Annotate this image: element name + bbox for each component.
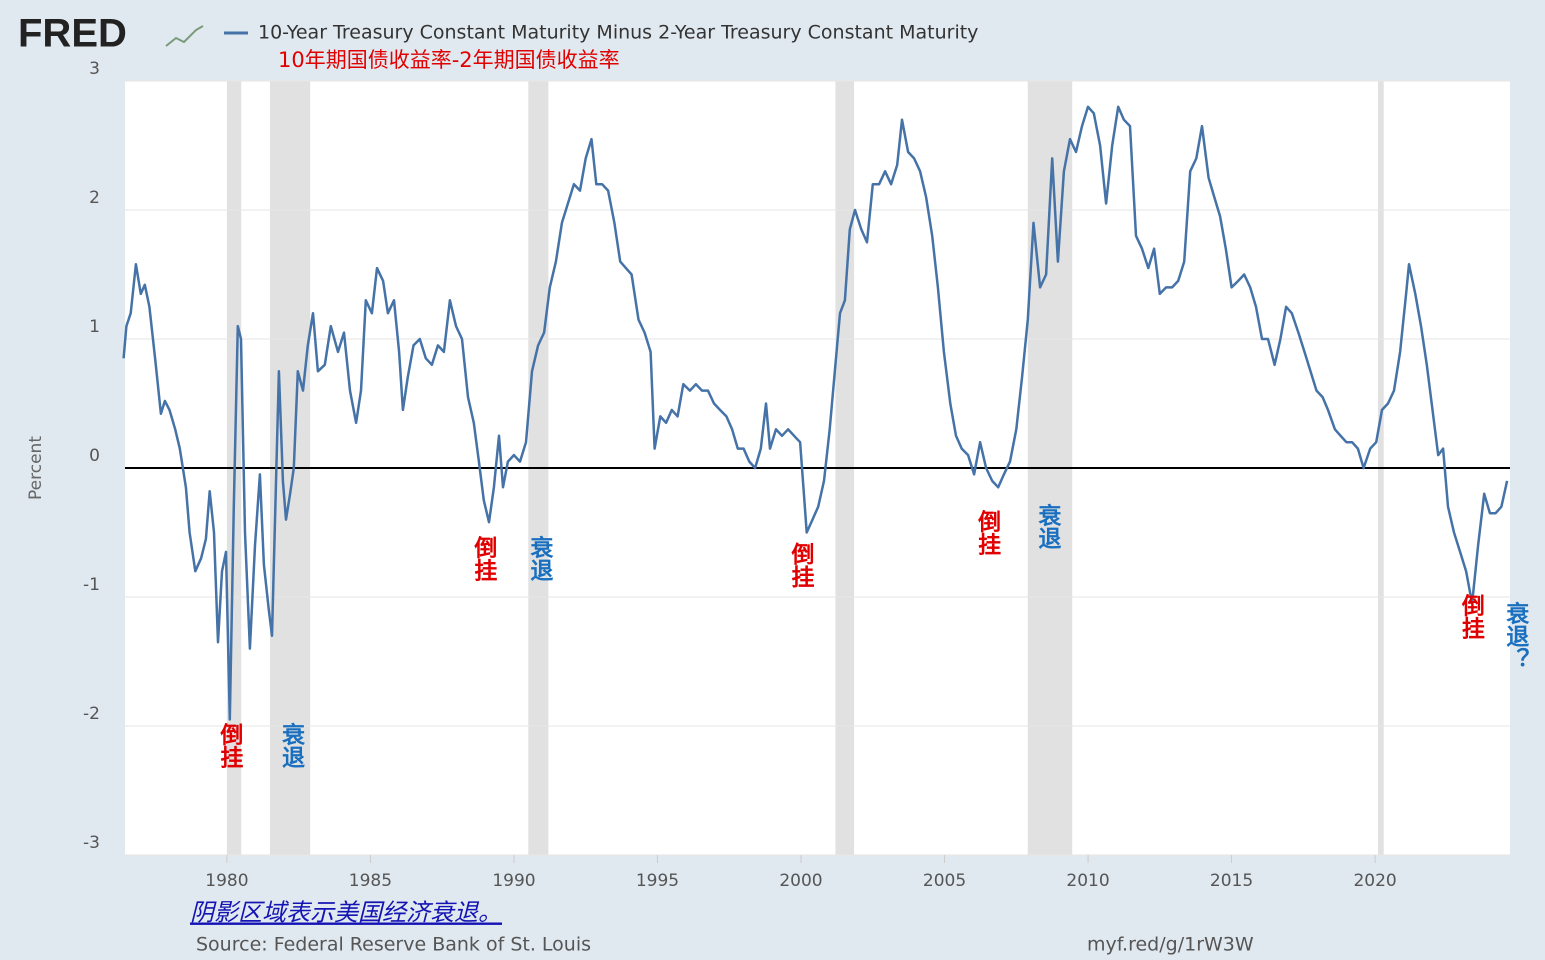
y-axis-label: Percent	[26, 436, 46, 500]
annotation: 倒挂	[787, 541, 816, 588]
x-tick-label: 1980	[205, 871, 248, 891]
link: myf.red/g/1rW3W	[1087, 934, 1254, 956]
subtitle: 10年期国债收益率-2年期国债收益率	[278, 48, 620, 72]
x-tick-label: 2010	[1066, 871, 1109, 891]
annotation: 倒挂	[216, 722, 245, 769]
x-tick-label: 1990	[492, 871, 535, 891]
annotation: 倒挂	[974, 509, 1003, 556]
annotation: 衰退？	[1502, 600, 1531, 670]
logo-icon	[165, 25, 204, 47]
x-tick-label: 1985	[349, 871, 392, 891]
x-tick-label: 1995	[636, 871, 679, 891]
source: Source: Federal Reserve Bank of St. Loui…	[196, 934, 591, 956]
y-tick-label: 0	[89, 446, 100, 466]
annotation: 衰退	[278, 722, 307, 769]
y-tick-label: 3	[89, 59, 100, 79]
y-tick-label: 2	[89, 188, 100, 208]
annotation: 倒挂	[1457, 593, 1486, 640]
logo: FRED	[18, 12, 127, 56]
annotation: 衰退	[526, 535, 555, 582]
annotation: 倒挂	[470, 535, 499, 582]
y-tick-label: -1	[83, 575, 100, 595]
series-line	[122, 105, 1509, 721]
annotation: 衰退	[1034, 502, 1063, 549]
y-tick-label: -3	[83, 833, 100, 853]
x-tick-label: 2000	[779, 871, 822, 891]
x-tick-label: 2020	[1353, 871, 1396, 891]
y-tick-label: 1	[89, 317, 100, 337]
x-tick-label: 2005	[923, 871, 966, 891]
x-tick-label: 2015	[1210, 871, 1253, 891]
note: 阴影区域表示美国经济衰退。	[190, 900, 502, 927]
y-tick-label: -2	[83, 704, 100, 724]
legend-label: 10-Year Treasury Constant Maturity Minus…	[258, 22, 978, 44]
